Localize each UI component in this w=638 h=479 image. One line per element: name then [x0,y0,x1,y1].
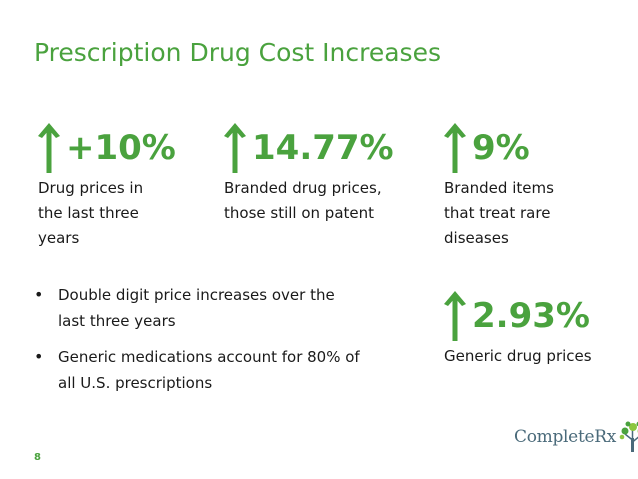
stat-description: Generic drug prices [444,347,592,365]
company-logo: CompleteRx [514,420,638,454]
stat-drug-prices: +10% Drug prices in the last three years [38,122,198,251]
bullet-item: Generic medications account for 80% of a… [30,344,360,396]
arrow-up-icon [224,123,246,173]
stat-value: 9% [472,128,530,168]
tree-leaf-icon [619,421,638,452]
stat-branded-prices: 14.77% Branded drug prices, those still … [224,122,424,226]
stat-description: Branded drug prices, those still on pate… [224,179,382,222]
arrow-up-icon [444,291,466,341]
stat-rare-diseases: 9% Branded items that treat rare disease… [444,122,614,251]
slide-title: Prescription Drug Cost Increases [34,38,441,67]
logo-text: CompleteRx [514,427,617,447]
bullet-item: Double digit price increases over the la… [30,282,360,334]
stat-description: Drug prices in the last three years [38,179,144,247]
arrow-up-icon [444,123,466,173]
stat-value: 14.77% [252,128,394,168]
arrow-up-icon [38,123,60,173]
page-number: 8 [34,452,41,463]
stat-description: Branded items that treat rare diseases [444,179,554,247]
stat-value: +10% [66,128,176,168]
stat-generic-prices: 2.93% Generic drug prices [444,290,624,369]
stat-value: 2.93% [472,296,590,336]
bullet-list: Double digit price increases over the la… [30,282,360,406]
